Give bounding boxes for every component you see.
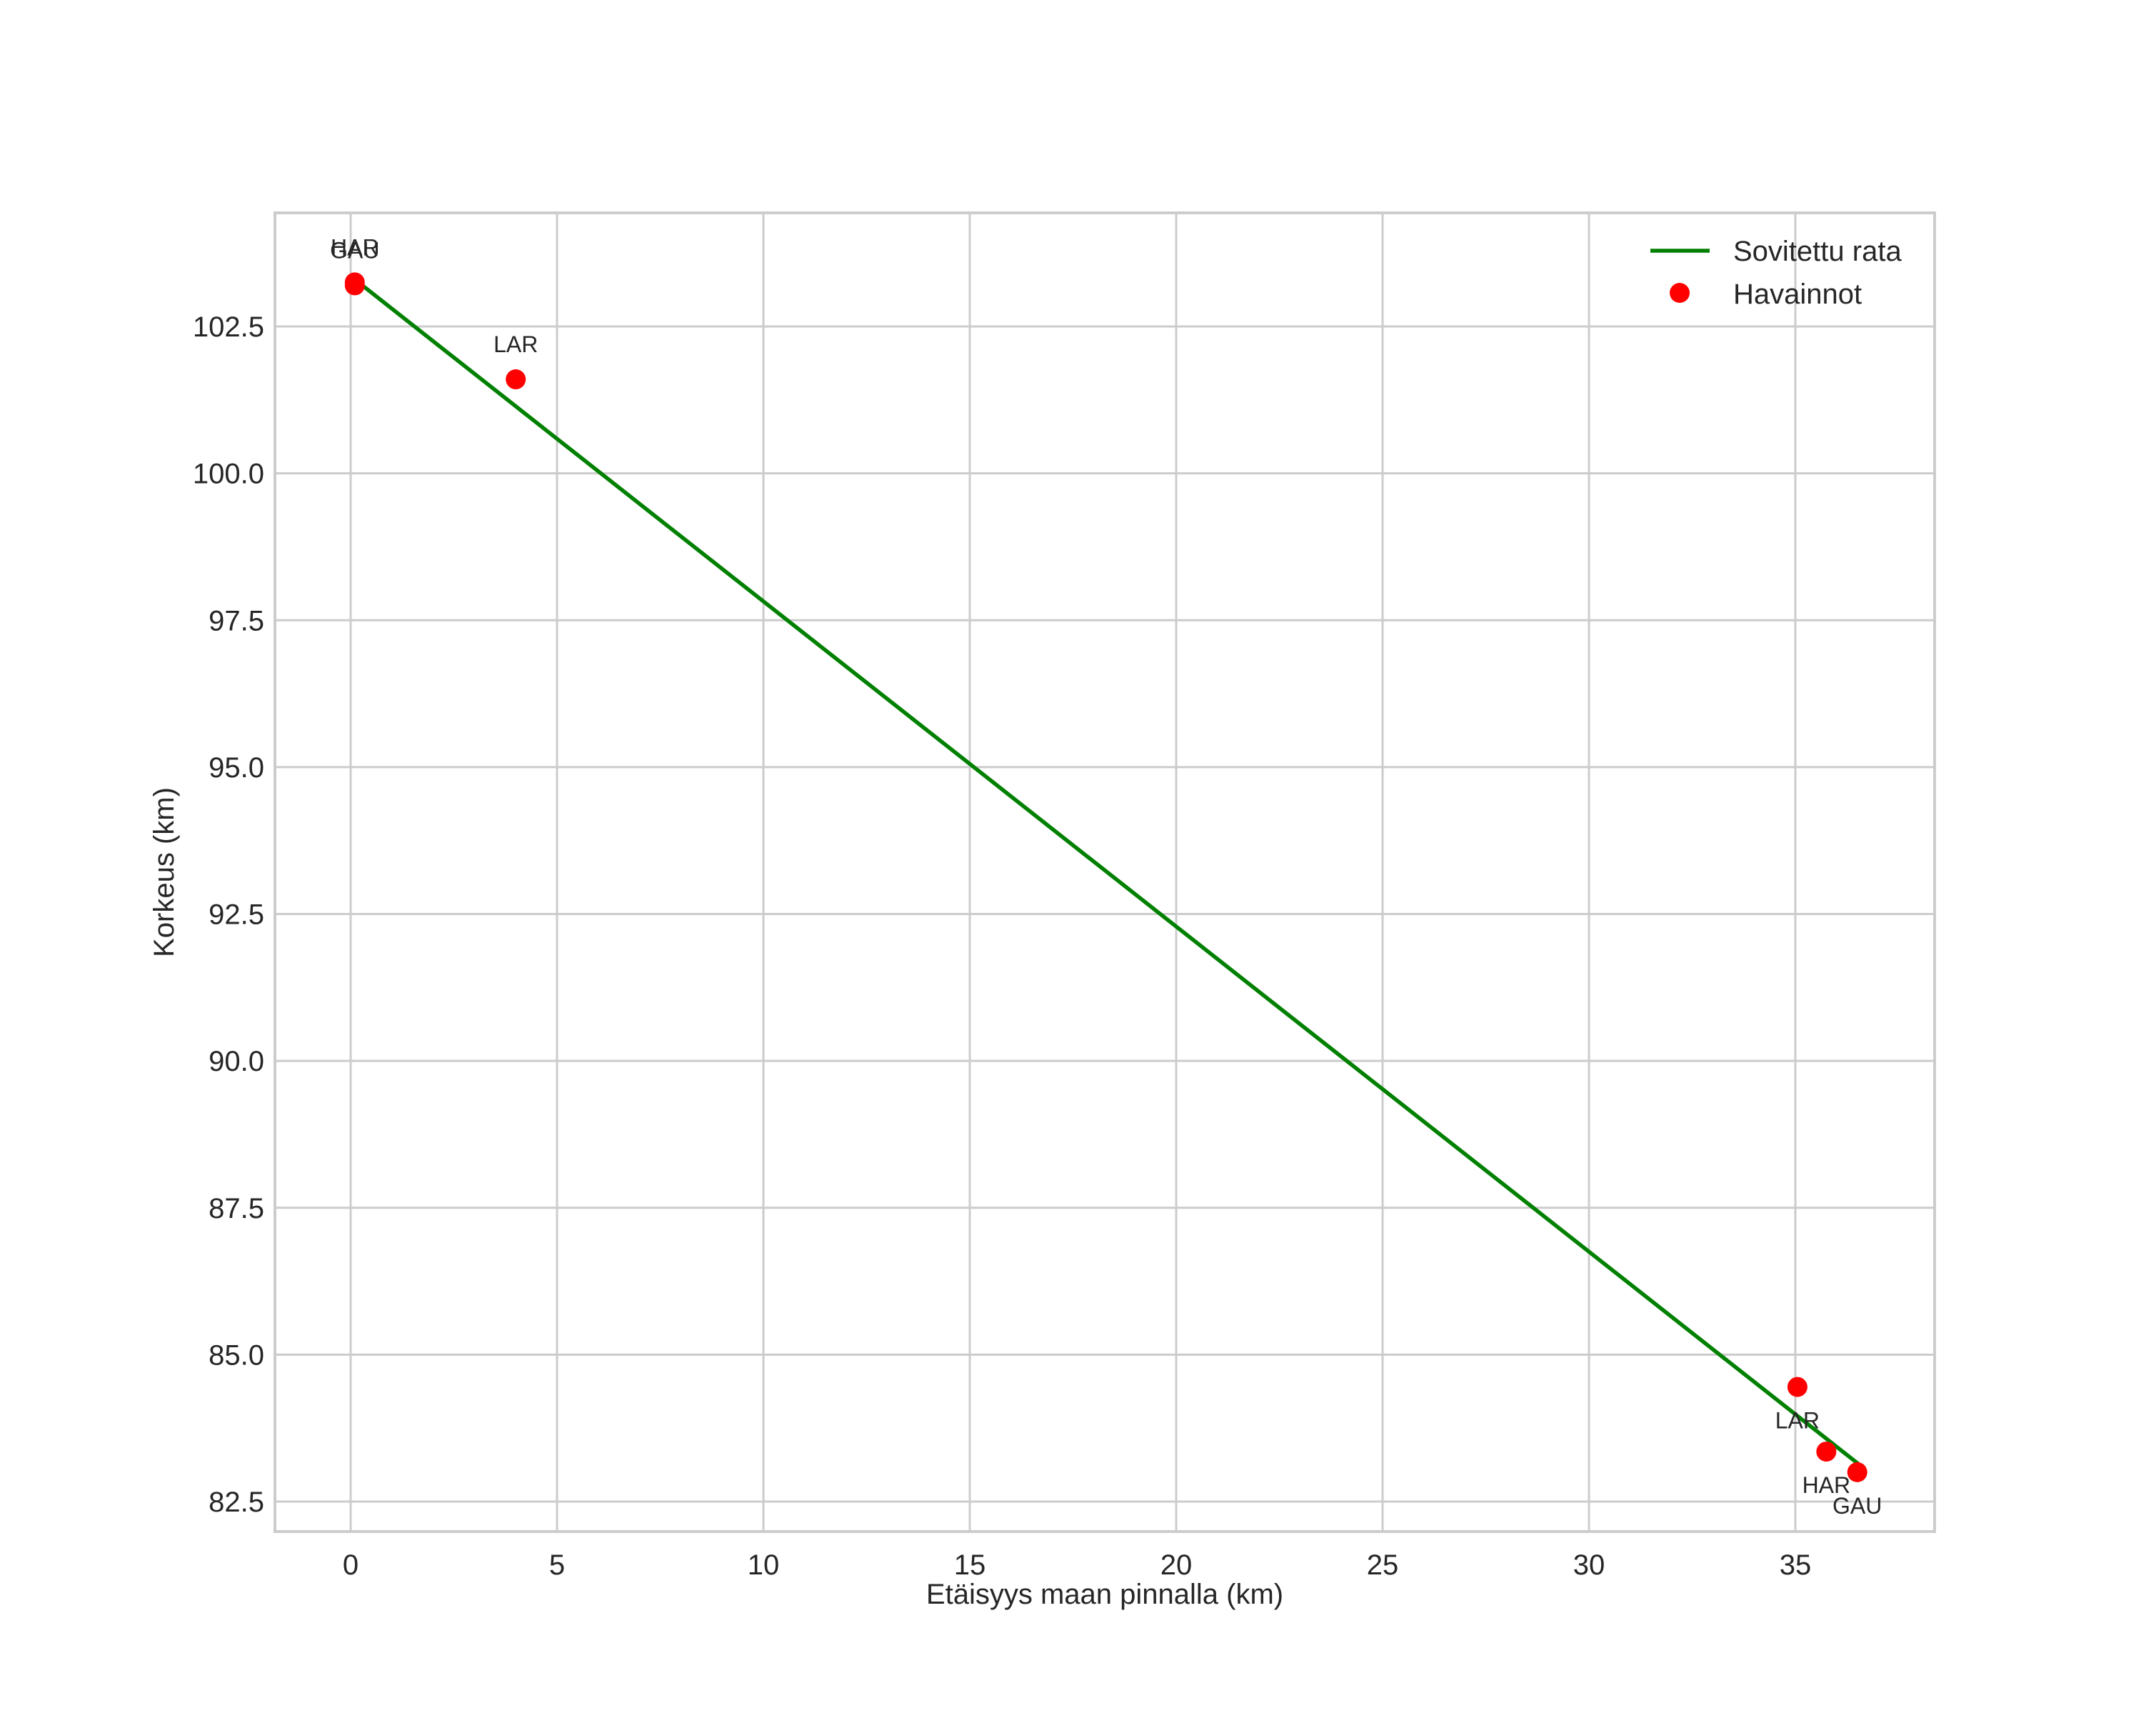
station-label: GAU xyxy=(330,237,379,263)
y-tick-label: 87.5 xyxy=(209,1193,264,1224)
fitted-trajectory-line xyxy=(354,278,1863,1468)
x-tick-label: 20 xyxy=(1160,1549,1193,1581)
y-tick-label: 102.5 xyxy=(193,311,264,343)
observation-point xyxy=(344,275,365,296)
station-label: LAR xyxy=(1775,1408,1820,1434)
legend-label-observations: Havainnot xyxy=(1733,279,1862,310)
y-tick-label: 100.0 xyxy=(193,459,264,490)
x-tick-label: 25 xyxy=(1367,1549,1399,1581)
y-tick-label: 90.0 xyxy=(209,1046,264,1077)
x-tick-label: 30 xyxy=(1573,1549,1605,1581)
y-tick-label: 92.5 xyxy=(209,899,264,931)
station-label: GAU xyxy=(1832,1493,1882,1519)
y-tick-label: 85.0 xyxy=(209,1339,264,1371)
x-tick-label: 10 xyxy=(748,1549,780,1581)
station-label: HAR xyxy=(331,234,379,260)
observation-point xyxy=(1816,1442,1837,1462)
x-tick-label: 5 xyxy=(549,1549,565,1581)
x-tick-label: 35 xyxy=(1780,1549,1812,1581)
y-axis-label: Korkeus (km) xyxy=(149,787,180,957)
y-tick-label: 97.5 xyxy=(209,605,264,636)
observation-point xyxy=(506,369,526,390)
x-tick-label: 15 xyxy=(954,1549,986,1581)
y-tick-label: 82.5 xyxy=(209,1487,264,1518)
legend-marker-icon xyxy=(1670,283,1690,303)
y-tick-label: 95.0 xyxy=(209,752,264,784)
station-label: LAR xyxy=(493,331,538,357)
station-label: HAR xyxy=(1802,1472,1851,1498)
observation-point xyxy=(1787,1377,1807,1397)
axes-frame xyxy=(274,211,1936,1533)
x-axis-label: Etäisyys maan pinnalla (km) xyxy=(926,1579,1283,1610)
observation-point xyxy=(1847,1462,1867,1482)
x-tick-label: 0 xyxy=(343,1549,359,1581)
legend-label-fitted: Sovitettu rata xyxy=(1733,236,1902,267)
